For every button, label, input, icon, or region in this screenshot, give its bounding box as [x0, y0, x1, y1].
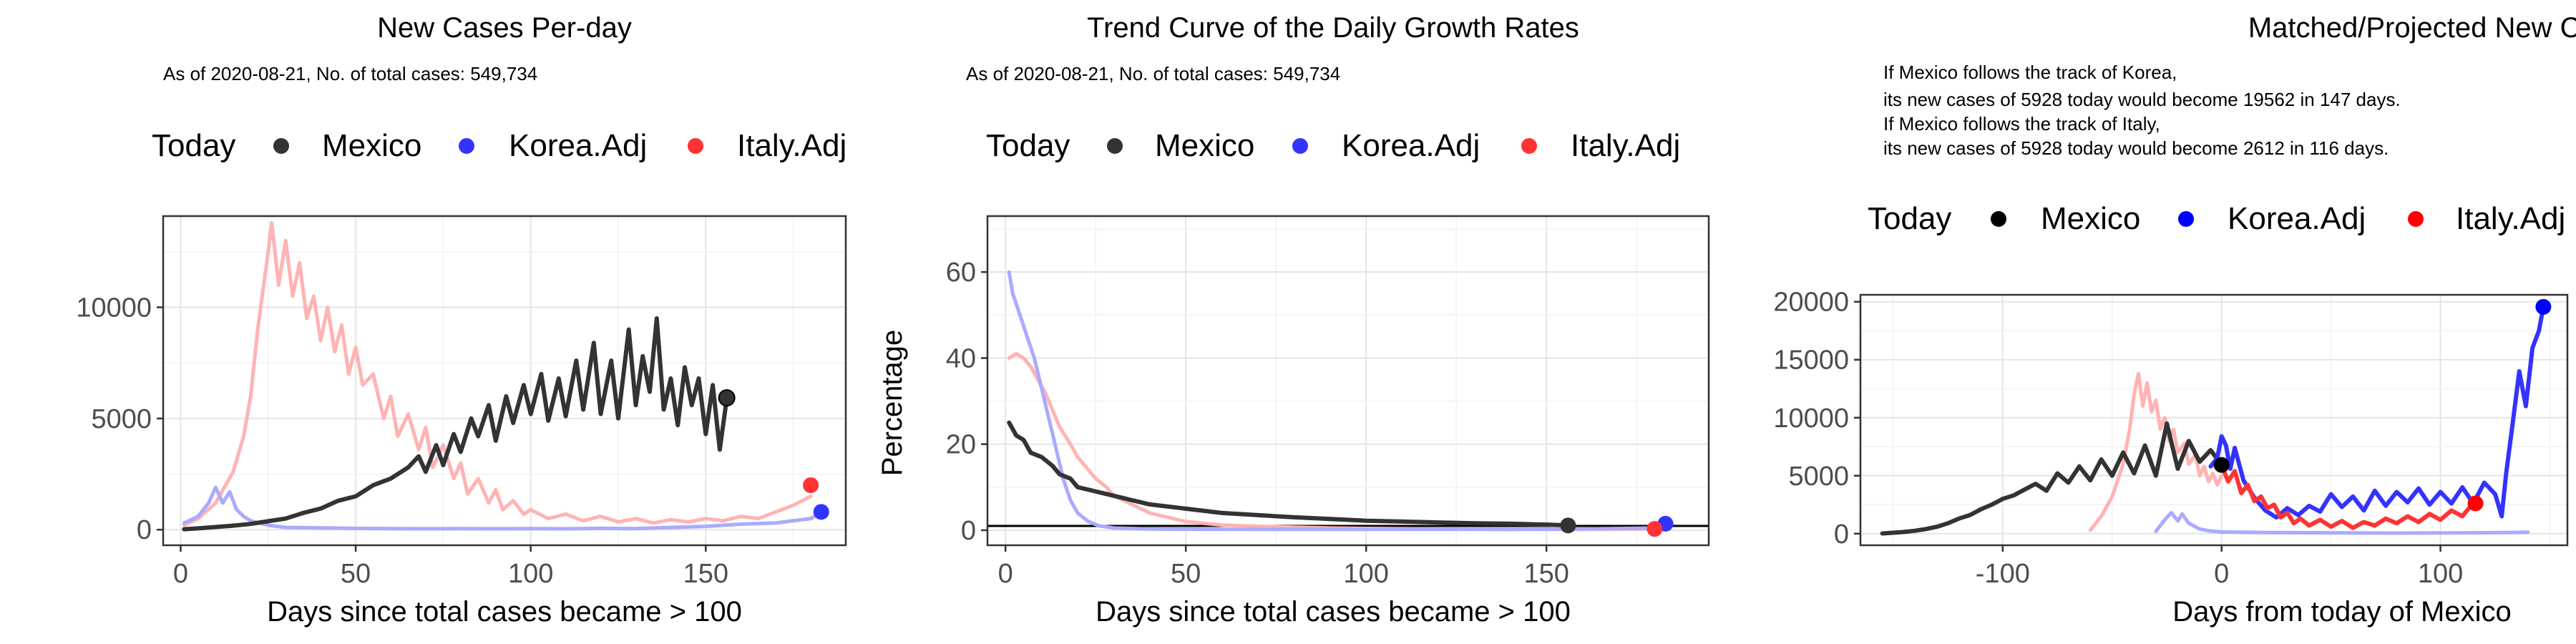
chart-title: Matched/Projected New Cases Per-day [2248, 12, 2576, 44]
projected-cases-chart-svg: Matched/Projected New Cases Per-day If M… [1773, 12, 2576, 628]
legend-label-italy: Italy.Adj [737, 128, 847, 163]
legend-label-mexico: Mexico [1155, 128, 1254, 163]
legend: Today Mexico Korea.Adj Italy.Adj [1868, 201, 2565, 236]
legend-key-korea [1292, 138, 1308, 154]
y-tick-label: 0 [961, 516, 976, 546]
x-tick-label: 50 [341, 559, 371, 589]
today-point-mexico [2213, 457, 2230, 473]
legend: Today Mexico Korea.Adj Italy.Adj [986, 128, 1680, 163]
y-tick-label: 10000 [1773, 404, 1849, 434]
legend: Today Mexico Korea.Adj Italy.Adj [152, 128, 847, 163]
chart-panel-growth-rates: Trend Curve of the Daily Growth Rates As… [859, 0, 1717, 644]
legend-key-italy [688, 138, 703, 154]
series-line-mexico [1007, 420, 1571, 528]
plot-border [986, 215, 1710, 547]
today-point-italy-adj [803, 477, 819, 494]
legend-label-korea: Korea.Adj [509, 128, 647, 163]
y-axis-title: Percentage [877, 330, 908, 477]
annotation-line: If Mexico follows the track of Italy, [1883, 113, 2160, 135]
x-tick-label: 150 [683, 559, 728, 589]
legend-label-italy: Italy.Adj [1571, 128, 1680, 163]
annotation-line: its new cases of 5928 today would become… [1883, 89, 2401, 110]
legend-key-mexico [273, 138, 289, 154]
x-axis-title: Days since total cases became > 100 [267, 596, 742, 628]
x-axis-title: Days from today of Mexico [2172, 596, 2512, 628]
legend-key-mexico [1991, 211, 2006, 227]
legend-title: Today [986, 128, 1070, 163]
legend-key-korea [459, 138, 474, 154]
series-line-italy-adj-faded [2088, 371, 2224, 532]
legend-title: Today [1868, 201, 1951, 236]
annotation-line: If Mexico follows the track of Korea, [1883, 62, 2177, 83]
today-point-mexico [718, 389, 736, 406]
x-tick-label: 0 [998, 559, 1013, 589]
x-tick-label: 0 [173, 559, 188, 589]
legend-label-korea: Korea.Adj [1342, 128, 1480, 163]
series-line-mexico [182, 316, 729, 532]
y-tick-label: 5000 [91, 404, 152, 434]
plot-area: 0 50 100 150 0 5000 10000 [76, 215, 847, 589]
legend-title: Today [152, 128, 235, 163]
projection-annotation: If Mexico follows the track of Korea, it… [1883, 62, 2401, 159]
y-tick-label: 10000 [76, 293, 152, 323]
x-tick-label: 100 [1343, 559, 1388, 589]
plot-border [1859, 293, 2569, 547]
annotation-line: its new cases of 5928 today would become… [1883, 137, 2389, 159]
x-tick-label: 0 [2214, 559, 2229, 589]
today-point-mexico [1560, 517, 1576, 534]
chart-title: Trend Curve of the Daily Growth Rates [1087, 12, 1579, 44]
legend-label-italy: Italy.Adj [2456, 201, 2565, 236]
legend-label-mexico: Mexico [2041, 201, 2140, 236]
y-tick-label: 0 [1834, 519, 1849, 550]
series-line-korea-adj-faded [1007, 270, 1667, 532]
series-line-korea-adj-faded [182, 485, 824, 531]
x-tick-label: 100 [508, 559, 553, 589]
y-tick-label: 40 [946, 343, 976, 374]
legend-key-italy [1521, 138, 1537, 154]
chart-subtitle: As of 2020-08-21, No. of total cases: 54… [163, 63, 537, 84]
x-tick-label: -100 [1976, 559, 2030, 589]
new-cases-chart-svg: New Cases Per-day As of 2020-08-21, No. … [76, 12, 847, 628]
x-tick-label: 150 [1523, 559, 1568, 589]
x-axis-title: Days since total cases became > 100 [1096, 596, 1571, 628]
today-point-korea-adj [813, 504, 829, 520]
series-line-italy-adj-faded [182, 220, 813, 527]
legend-key-korea [2178, 211, 2194, 227]
legend-label-korea: Korea.Adj [2228, 201, 2366, 236]
y-tick-label: 5000 [1788, 462, 1849, 492]
y-tick-label: 15000 [1773, 346, 1849, 376]
chart-panel-new-cases: New Cases Per-day As of 2020-08-21, No. … [0, 0, 859, 644]
plot-area: 0 50 100 150 0 20 40 60 [946, 215, 1710, 589]
today-point-korea-adj [2535, 298, 2552, 315]
series-line-italy-adj [2219, 462, 2478, 530]
plot-area: -100 0 100 0 5000 10000 15000 20000 [1773, 288, 2569, 589]
chart-subtitle: As of 2020-08-21, No. of total cases: 54… [966, 63, 1340, 84]
x-tick-label: 50 [1171, 559, 1201, 589]
legend-label-mexico: Mexico [322, 128, 421, 163]
series-line-mexico [1880, 421, 2224, 536]
legend-key-mexico [1107, 138, 1123, 154]
legend-key-italy [2408, 211, 2424, 227]
y-tick-label: 0 [137, 515, 152, 545]
y-tick-label: 20 [946, 430, 976, 460]
y-tick-label: 20000 [1773, 288, 1849, 318]
x-tick-label: 100 [2418, 559, 2463, 589]
chart-panel-projected-cases: Matched/Projected New Cases Per-day If M… [1717, 0, 2576, 644]
today-point-italy-adj [2467, 495, 2484, 512]
series-line-korea-adj [2208, 304, 2546, 520]
growth-rate-chart-svg: Trend Curve of the Daily Growth Rates As… [877, 12, 1710, 628]
series-line-italy-adj-faded [1007, 351, 1657, 532]
chart-title: New Cases Per-day [377, 12, 632, 44]
plot-border [162, 215, 847, 547]
series-line-korea-adj-faded [2154, 511, 2530, 535]
today-point-italy-adj [1646, 521, 1663, 537]
y-tick-label: 60 [946, 258, 976, 288]
